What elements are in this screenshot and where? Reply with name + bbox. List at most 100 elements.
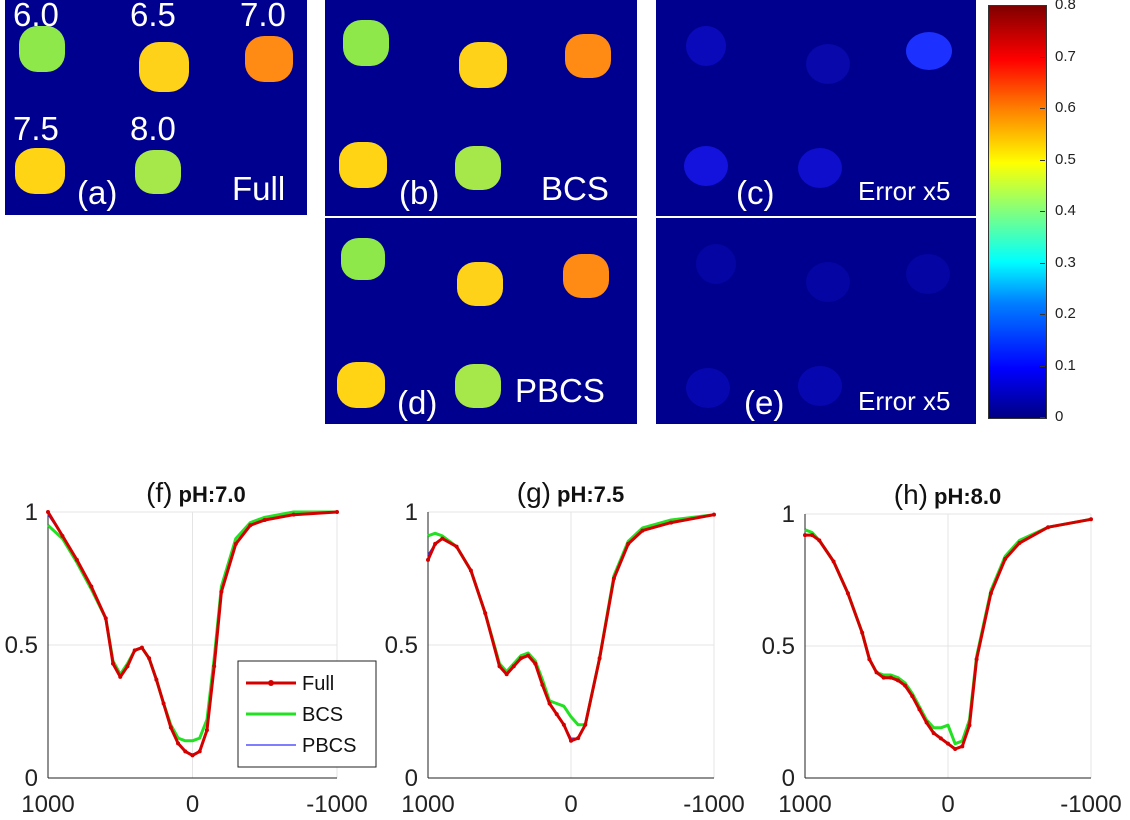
colorbar-tick-mark — [1040, 5, 1045, 6]
series-point-full — [867, 657, 872, 662]
colorbar-tick-label: 0 — [1055, 408, 1064, 425]
colorbar-tick-label: 0.8 — [1055, 0, 1076, 13]
colorbar — [988, 5, 1047, 419]
series-point-full — [561, 722, 566, 727]
phantom-vial-6-0 — [19, 26, 65, 72]
plot-tag: (h) — [894, 479, 928, 510]
colorbar-tick-label: 0.2 — [1055, 305, 1076, 322]
pbcs-vial-7-0 — [563, 254, 609, 298]
x-tick-label: 0 — [186, 791, 199, 818]
phantom-vial-7-5 — [15, 148, 65, 194]
ph-label-7-5: 7.5 — [13, 110, 59, 147]
series-point-full — [335, 510, 339, 514]
series-point-full — [103, 616, 108, 621]
series-point-full — [895, 678, 900, 683]
colorbar-tick-label: 0.7 — [1055, 47, 1076, 65]
error-spot — [696, 244, 736, 284]
series-point-full — [583, 722, 588, 727]
series-point-full — [161, 701, 166, 706]
ph-label-8-0: 8.0 — [130, 110, 176, 147]
series-point-full — [511, 664, 516, 669]
series-point-full — [497, 664, 502, 669]
series-line-full — [46, 510, 338, 757]
y-tick-label: 0.5 — [762, 633, 795, 660]
x-tick-label: 1000 — [778, 791, 831, 818]
error-spot — [684, 146, 728, 186]
series-point-full — [291, 512, 296, 517]
series-point-full — [874, 670, 879, 675]
series-point-full — [626, 541, 631, 546]
error-spot — [798, 366, 842, 406]
series-point-full — [611, 576, 616, 581]
series-point-full — [597, 656, 602, 661]
series-point-full — [118, 674, 123, 679]
series-point-full — [845, 591, 850, 596]
series-point-full — [967, 723, 972, 728]
phantom-vial-7-0 — [245, 36, 293, 82]
series-point-full — [526, 653, 531, 658]
series-point-full — [176, 741, 181, 746]
bcs-vial-8-0 — [455, 146, 501, 190]
series-point-full — [154, 677, 159, 682]
colorbar-tick-mark — [1040, 56, 1045, 58]
colorbar-tick-label: 0.5 — [1055, 150, 1076, 168]
series-point-full — [569, 738, 573, 743]
colorbar-tick-mark — [1040, 262, 1045, 264]
series-point-full — [125, 664, 130, 669]
series-line-bcs — [804, 517, 1092, 746]
series-line-bcs — [427, 513, 715, 727]
colorbar-tick-mark — [1040, 211, 1045, 212]
y-tick-label: 1 — [25, 499, 38, 526]
plot-tag: (f) — [146, 477, 172, 508]
series-point-full — [669, 520, 674, 525]
series-point-full — [89, 584, 94, 589]
series-point-full — [1003, 556, 1008, 561]
series-point-full — [1089, 517, 1093, 522]
ph-label-7-0: 7.0 — [240, 0, 286, 33]
error-spot — [686, 26, 726, 66]
panel-caption: Full — [232, 170, 286, 207]
series-point-full — [953, 746, 958, 751]
series-point-full — [426, 557, 430, 562]
series-point-full — [74, 557, 79, 562]
series-point-full — [881, 675, 886, 680]
y-tick-label: 0 — [25, 765, 38, 792]
series-point-full — [518, 656, 523, 661]
series-point-full — [974, 657, 979, 662]
series-point-full — [248, 523, 253, 528]
legend-label: Full — [302, 673, 334, 695]
series-point-full — [924, 720, 929, 725]
pbcs-vial-7-5 — [337, 362, 385, 408]
series-line-pbcs — [47, 511, 338, 755]
series-point-full — [219, 589, 224, 594]
series-point-full — [233, 541, 238, 546]
series-point-full — [1046, 525, 1051, 530]
series-point-full — [483, 611, 488, 616]
y-tick-label: 0.5 — [5, 632, 38, 659]
panel-tag: (c) — [736, 174, 775, 211]
series-point-full — [433, 541, 438, 546]
x-tick-label: 0 — [941, 791, 954, 818]
y-tick-label: 1 — [782, 501, 795, 528]
panel-a-full: 6.0 6.5 7.0 7.5 8.0 (a) Full — [5, 0, 307, 215]
series-point-full — [147, 656, 152, 661]
series-line-pbcs — [805, 518, 1092, 750]
panel-caption: PBCS — [515, 372, 605, 409]
series-point-full — [111, 661, 116, 666]
series-point-full — [197, 749, 202, 754]
ph-label-6-0: 6.0 — [13, 0, 59, 33]
series-point-full — [540, 682, 545, 687]
plot-title: pH:7.5 — [557, 482, 624, 507]
plot-tag: (g) — [517, 477, 551, 508]
error-spot — [906, 32, 952, 70]
pbcs-vial-6-0 — [341, 238, 385, 280]
bcs-vial-7-0 — [565, 34, 611, 78]
y-tick-label: 0 — [782, 765, 795, 792]
panel-tag: (b) — [399, 174, 440, 211]
x-tick-label: 0 — [564, 791, 577, 818]
series-point-full — [46, 510, 50, 514]
series-point-full — [190, 753, 195, 758]
error-spot — [798, 148, 842, 188]
series-point-full — [910, 694, 915, 699]
series-point-full — [712, 512, 716, 517]
